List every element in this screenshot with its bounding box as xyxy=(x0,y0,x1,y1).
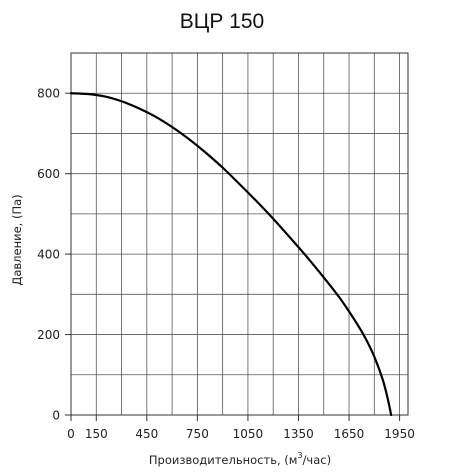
x-tick-label: 1650 xyxy=(334,427,365,441)
y-tick-label: 600 xyxy=(37,167,60,181)
x-axis: 0 150 450 750 1050 1350 1650 1950 xyxy=(67,415,415,441)
x-tick-label: 1050 xyxy=(233,427,264,441)
x-tick-label: 0 xyxy=(67,427,75,441)
y-axis: 0 200 400 600 800 xyxy=(37,87,71,423)
y-axis-label: Давление, (Па) xyxy=(10,194,24,285)
x-axis-label-suffix: /час) xyxy=(303,453,332,467)
x-tick-label: 1350 xyxy=(283,427,314,441)
plot-frame xyxy=(70,52,409,416)
x-axis-label-prefix: Производительность, (м xyxy=(149,453,298,467)
x-axis-label-sup: 3 xyxy=(297,451,302,460)
x-tick-label: 450 xyxy=(135,427,158,441)
series-line xyxy=(69,92,393,417)
y-tick-label: 400 xyxy=(37,248,60,262)
y-tick-label: 0 xyxy=(52,409,60,423)
x-tick-label: 1950 xyxy=(384,427,415,441)
x-axis-label: Производительность, (м3/час) xyxy=(149,451,331,467)
y-tick-label: 200 xyxy=(37,328,60,342)
chart-title: ВЦР 150 xyxy=(180,10,264,33)
grid xyxy=(71,53,408,415)
y-tick-label: 800 xyxy=(37,87,60,101)
x-tick-label: 150 xyxy=(85,427,108,441)
x-tick-label: 750 xyxy=(186,427,209,441)
